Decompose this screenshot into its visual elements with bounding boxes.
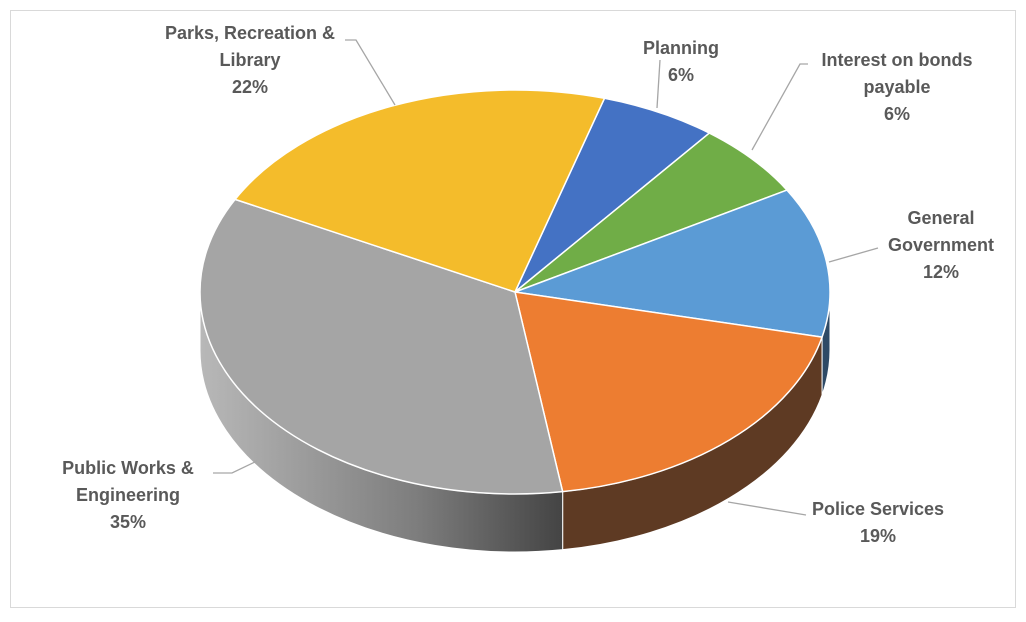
slice-category-label: Government	[888, 235, 994, 255]
slice-category-label: Parks, Recreation &	[165, 23, 335, 43]
slice-percent-label: 6%	[884, 104, 910, 124]
pie-slice[interactable]	[514, 291, 823, 493]
slice-category-label: Police Services	[812, 499, 944, 519]
slice-category-label: Library	[219, 50, 280, 70]
leader-line	[751, 63, 808, 151]
slice-category-label: Engineering	[76, 485, 180, 505]
pie-slice[interactable]	[199, 198, 564, 495]
pie-slice[interactable]	[514, 97, 711, 293]
leader-line	[828, 247, 879, 263]
leader-line	[213, 460, 258, 474]
slice-labels: Planning 6% Interest on bonds payable 6% Gene…	[62, 23, 994, 546]
slice-category-label: Public Works &	[62, 458, 194, 478]
leader-line	[727, 501, 807, 516]
pie-slice[interactable]	[234, 89, 606, 293]
slice-percent-label: 35%	[110, 512, 146, 532]
slice-category-label: General	[907, 208, 974, 228]
slice-percent-label: 12%	[923, 262, 959, 282]
pie-slice[interactable]	[514, 132, 788, 293]
slice-category-label: payable	[863, 77, 930, 97]
pie-tops	[199, 89, 831, 495]
slice-percent-label: 22%	[232, 77, 268, 97]
leader-lines	[213, 39, 879, 516]
slice-percent-label: 6%	[668, 65, 694, 85]
leader-line	[656, 59, 661, 109]
slice-percent-label: 19%	[860, 526, 896, 546]
leader-line	[345, 39, 396, 106]
slice-category-label: Interest on bonds	[821, 50, 972, 70]
slice-category-label: Planning	[643, 38, 719, 58]
pie-slice[interactable]	[514, 189, 831, 338]
